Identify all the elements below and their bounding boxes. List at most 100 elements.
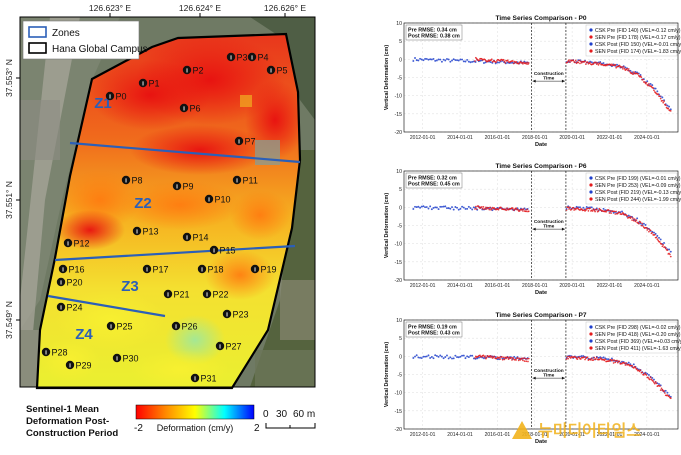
data-point bbox=[515, 60, 518, 63]
data-point bbox=[654, 87, 657, 90]
data-point bbox=[614, 63, 617, 66]
data-point bbox=[566, 61, 569, 64]
construction-label: Time bbox=[543, 372, 554, 378]
point-marker: i P31 bbox=[190, 374, 217, 384]
data-point bbox=[493, 355, 496, 358]
x-tick-label: 2018-01-01 bbox=[522, 432, 548, 438]
data-point bbox=[479, 59, 482, 62]
data-point bbox=[429, 205, 432, 208]
point-label: P16 bbox=[69, 265, 85, 275]
data-point bbox=[527, 360, 529, 363]
data-point bbox=[506, 59, 509, 62]
zones-legend-label: Zones bbox=[52, 28, 80, 39]
time-series-panel-p0: Time Series Comparison - P0 10 5 0 -5 -10 -15 -… bbox=[380, 12, 681, 152]
data-point bbox=[469, 354, 472, 357]
colorbar-max: 2 bbox=[254, 423, 260, 434]
data-point bbox=[414, 355, 416, 358]
svg-text:i: i bbox=[254, 267, 256, 274]
data-point bbox=[612, 211, 615, 214]
data-point bbox=[503, 60, 506, 63]
svg-text:i: i bbox=[176, 184, 178, 191]
data-point bbox=[435, 59, 438, 62]
info-icon bbox=[58, 264, 68, 274]
info-icon bbox=[41, 347, 51, 357]
data-point bbox=[440, 355, 443, 358]
data-point bbox=[622, 68, 624, 70]
point-marker: i P28 bbox=[41, 347, 68, 358]
data-point bbox=[615, 66, 617, 69]
data-point bbox=[503, 358, 506, 361]
point-label: P20 bbox=[67, 278, 83, 288]
data-point bbox=[664, 104, 667, 106]
data-point bbox=[415, 59, 418, 62]
campus-boundary bbox=[35, 32, 302, 390]
data-point bbox=[456, 206, 459, 209]
data-point bbox=[526, 358, 528, 360]
info-icon bbox=[234, 136, 244, 146]
rmse-box bbox=[405, 321, 463, 338]
info-icon bbox=[171, 321, 181, 331]
point-marker: i P17 bbox=[142, 265, 169, 275]
data-point bbox=[662, 243, 665, 246]
data-point bbox=[425, 355, 428, 358]
data-point bbox=[607, 209, 610, 211]
data-point bbox=[669, 253, 671, 256]
point-label: P21 bbox=[174, 290, 190, 300]
data-point bbox=[653, 233, 656, 236]
data-point bbox=[639, 221, 642, 224]
data-point bbox=[585, 206, 588, 208]
data-point bbox=[569, 357, 572, 359]
data-point bbox=[505, 209, 507, 212]
construction-label-box bbox=[533, 367, 564, 377]
data-point bbox=[417, 356, 420, 359]
data-point bbox=[659, 97, 662, 100]
zone-boundaries bbox=[47, 141, 301, 318]
svg-text:i: i bbox=[60, 305, 62, 312]
x-tick-label: 2016-01-01 bbox=[485, 432, 511, 438]
data-point bbox=[425, 57, 428, 60]
lon-tick-label: 126.623° E bbox=[89, 3, 131, 13]
data-point bbox=[659, 241, 661, 243]
time-series-panel-p6: Time Series Comparison - P6 10 5 0 -5 -10 -15 -… bbox=[380, 160, 681, 300]
info-icon bbox=[215, 341, 225, 351]
point-marker: i P10 bbox=[204, 195, 231, 205]
data-point bbox=[661, 96, 664, 99]
data-point bbox=[515, 359, 518, 361]
svg-text:i: i bbox=[201, 267, 203, 274]
y-tick-label: 10 bbox=[396, 21, 402, 27]
y-axis-label: Vertical Deformation (cm) bbox=[384, 193, 390, 259]
data-point bbox=[642, 225, 644, 227]
point-marker: i P2 bbox=[182, 66, 204, 76]
x-axis-label: Date bbox=[535, 142, 547, 148]
x-tick-label: 2012-01-01 bbox=[410, 135, 436, 141]
zone-label: Z4 bbox=[75, 326, 93, 343]
data-point bbox=[655, 382, 658, 385]
svg-text:Deformation Post-: Deformation Post- bbox=[26, 416, 109, 427]
point-marker: i P11 bbox=[232, 176, 258, 186]
data-point bbox=[628, 70, 631, 72]
data-point bbox=[522, 359, 524, 362]
data-point bbox=[456, 356, 459, 359]
construction-label: Construction bbox=[534, 368, 564, 374]
data-point bbox=[434, 59, 437, 62]
svg-text:i: i bbox=[175, 324, 177, 331]
data-point bbox=[669, 110, 672, 112]
point-label: P26 bbox=[182, 322, 198, 332]
data-point bbox=[652, 380, 654, 382]
data-point bbox=[523, 360, 526, 362]
plot-frame bbox=[403, 22, 679, 133]
data-point bbox=[496, 357, 498, 360]
point-marker: i P21 bbox=[163, 290, 190, 300]
data-point bbox=[574, 356, 577, 359]
watermark-text: 뉴미디어타임스 bbox=[538, 421, 641, 440]
data-point bbox=[517, 357, 519, 359]
construction-label: Construction bbox=[534, 71, 564, 77]
point-label: P5 bbox=[277, 66, 288, 76]
y-tick-label: -20 bbox=[395, 427, 403, 433]
info-icon bbox=[226, 52, 236, 62]
data-point bbox=[447, 207, 450, 210]
data-point bbox=[479, 354, 481, 357]
data-point bbox=[439, 58, 442, 61]
plot-frame bbox=[403, 319, 679, 430]
